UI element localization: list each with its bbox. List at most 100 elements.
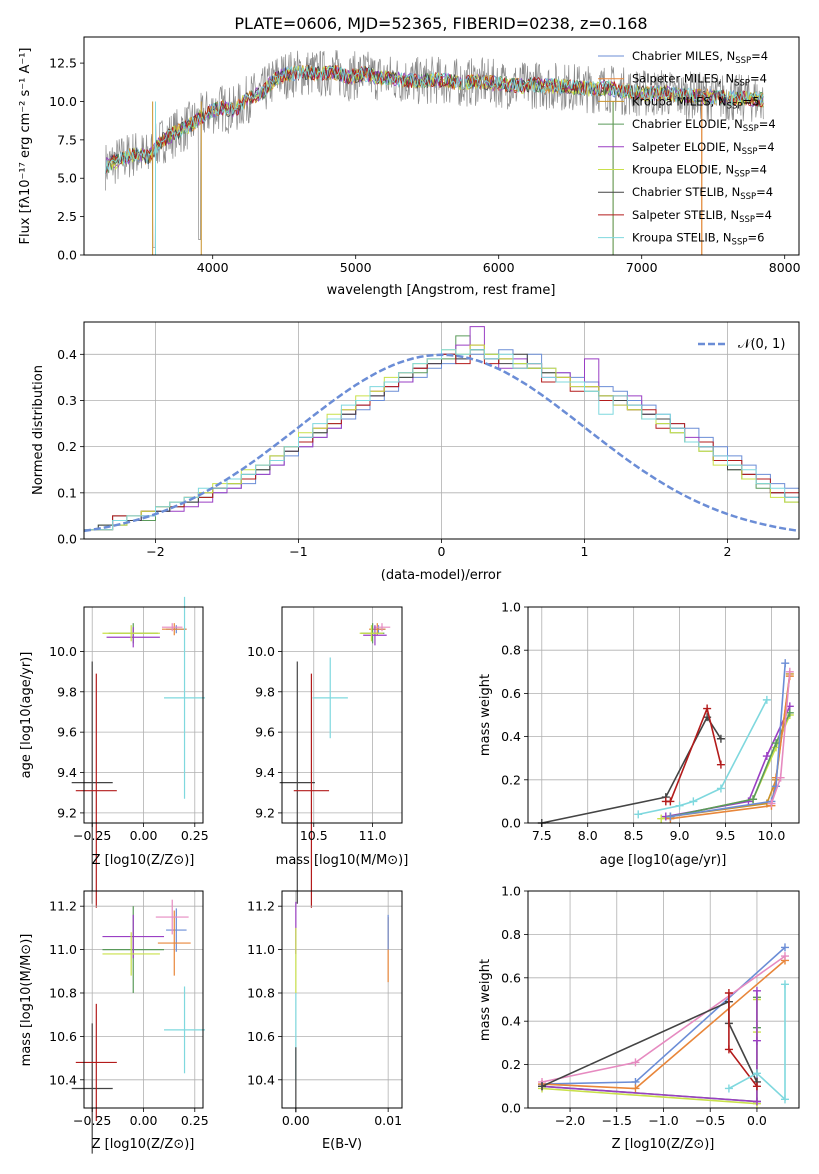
- y-tick-label: 0.0: [57, 248, 77, 263]
- y-tick-label: 10.0: [247, 644, 275, 659]
- y-tick-label: 10.4: [247, 1072, 275, 1087]
- mass-weight-series-line: [541, 715, 722, 824]
- mass-weight-marker: [666, 812, 675, 821]
- histogram-x-axis-label: (data-model)/error: [381, 568, 502, 583]
- legend-entry: Kroupa ELODIE, NSSP=4: [632, 163, 767, 180]
- x-tick-label: −0.5: [695, 1113, 725, 1128]
- mass-weight-marker: [634, 810, 643, 819]
- mass-weight-marker: [716, 734, 725, 743]
- legend-entry: Salpeter ELODIE, NSSP=4: [632, 140, 775, 157]
- legend-entry: Salpeter MILES, NSSP=4: [632, 72, 767, 89]
- y-tick-label: 0.4: [501, 1014, 521, 1029]
- y-tick-label: 0.2: [501, 772, 521, 787]
- y-tick-label: 11.2: [247, 899, 275, 914]
- mass-weight-marker: [752, 986, 761, 995]
- mass-weight-marker: [762, 752, 771, 761]
- mass-weight-marker: [716, 760, 725, 769]
- y-tick-label: 9.4: [57, 765, 77, 780]
- residual-histogram-panel: −2 −1 0 1 2 0.0 0.1 0.2 0.3 0.4 (data-model)/erro…: [31, 321, 800, 583]
- normal-curve-legend-label: 𝒩(0, 1): [738, 337, 785, 352]
- x-tick-label: 5000: [340, 260, 372, 275]
- mass-weight-vs-age-panel: 7.5 8.0 8.5 9.0 9.5 10.0 0.0 0.2 0.4 0.6 0.8 1.0 ag…: [478, 600, 800, 868]
- y-tick-label: 0.3: [57, 393, 77, 408]
- mass-weight-marker: [776, 773, 785, 782]
- mass-weight-series-line: [670, 663, 786, 818]
- p6-x-axis-label: Z [log10(Z/Z⊙)]: [92, 1137, 195, 1152]
- y-tick-label: 0.1: [57, 485, 77, 500]
- x-tick-label: 0.00: [130, 1113, 158, 1128]
- x-tick-label: −1.5: [602, 1113, 632, 1128]
- mass-weight-marker: [780, 1095, 789, 1104]
- mass-weight-marker: [689, 797, 698, 806]
- p3-y-axis-label: age [log10(age/yr)]: [19, 652, 34, 779]
- mass-weight-marker: [724, 988, 733, 997]
- y-tick-label: 1.0: [501, 884, 521, 899]
- y-tick-label: 1.0: [501, 600, 521, 615]
- mass-weight-marker: [749, 795, 758, 804]
- p5-x-axis-label: age [log10(age/yr)]: [600, 853, 727, 868]
- mass-weight-marker: [631, 1084, 640, 1093]
- mass-weight-marker: [724, 1084, 733, 1093]
- p8-y-axis-label: mass weight: [478, 959, 493, 1041]
- x-tick-label: 0.25: [181, 1113, 209, 1128]
- legend-entry: Chabrier STELIB, NSSP=4: [632, 185, 773, 202]
- y-tick-label: 9.6: [57, 725, 77, 740]
- y-tick-label: 0.2: [57, 439, 77, 454]
- y-tick-label: 0.4: [501, 729, 521, 744]
- histogram-y-axis-label: Normed distribution: [31, 365, 46, 495]
- x-tick-label: 9.5: [716, 828, 736, 843]
- mass-weight-marker: [780, 943, 789, 952]
- y-tick-label: 7.5: [57, 132, 77, 147]
- p6-y-axis-label: mass [log10(M/M⊙)]: [19, 934, 34, 1067]
- legend-entry: Kroupa STELIB, NSSP=6: [632, 231, 764, 248]
- x-tick-label: 0: [438, 544, 446, 559]
- mass-weight-marker: [666, 797, 675, 806]
- mass-vs-metallicity-panel: −0.25 0.00 0.25 10.4 10.6 10.8 11.0 11.2 Z [log…: [19, 890, 209, 1154]
- y-tick-label: 12.5: [49, 56, 77, 71]
- spectrum-y-axis-label: Flux [fλ10⁻¹⁷ erg cm⁻² s⁻¹ A⁻¹]: [18, 48, 33, 245]
- spectrum-legend: Chabrier MILES, NSSP=4 Salpeter MILES, NS…: [598, 49, 776, 248]
- chart-title: PLATE=0606, MJD=52365, FIBERID=0238, z=0…: [234, 14, 647, 33]
- y-tick-label: 9.8: [255, 684, 275, 699]
- x-tick-label: 1: [581, 544, 589, 559]
- mass-weight-marker: [752, 1082, 761, 1091]
- y-tick-label: 9.2: [255, 805, 275, 820]
- spectrum-panel: PLATE=0606, MJD=52365, FIBERID=0238, z=0…: [18, 14, 801, 298]
- mass-weight-vs-metallicity-panel: −2.0 −1.5 −1.0 −0.5 0.0 0.0 0.2 0.4 0.6 0.8 1.0 Z …: [478, 884, 800, 1152]
- p5-y-axis-label: mass weight: [478, 674, 493, 756]
- mass-weight-marker: [762, 695, 771, 704]
- mass-weight-marker: [752, 1036, 761, 1045]
- mass-weight-marker: [780, 980, 789, 989]
- mass-weight-marker: [703, 704, 712, 713]
- mass-weight-marker: [781, 659, 790, 668]
- p3-x-axis-label: Z [log10(Z/Z⊙)]: [92, 853, 195, 868]
- y-tick-label: 11.0: [247, 942, 275, 957]
- y-tick-label: 10.0: [49, 644, 77, 659]
- y-tick-label: 10.4: [49, 1072, 77, 1087]
- x-tick-label: 0.25: [181, 828, 209, 843]
- x-tick-label: −1: [289, 544, 307, 559]
- x-tick-label: −2: [146, 544, 164, 559]
- y-tick-label: 0.0: [57, 532, 77, 547]
- y-tick-label: 10.0: [49, 94, 77, 109]
- x-tick-label: 0.01: [374, 1113, 402, 1128]
- y-tick-label: 0.2: [501, 1057, 521, 1072]
- legend-entry: Chabrier ELODIE, NSSP=4: [632, 117, 776, 134]
- y-tick-label: 5.0: [57, 171, 77, 186]
- x-tick-label: 8000: [769, 260, 801, 275]
- y-tick-label: 9.2: [57, 805, 77, 820]
- mass-weight-series-line: [728, 984, 786, 1102]
- y-tick-label: 0.0: [501, 816, 521, 831]
- mass-weight-marker: [767, 799, 776, 808]
- x-tick-label: 11.0: [359, 828, 387, 843]
- x-tick-label: −1.0: [648, 1113, 678, 1128]
- mass-weight-marker: [785, 667, 794, 676]
- mass-weight-marker: [675, 801, 684, 810]
- observed-spectrum-line: [105, 49, 764, 248]
- x-tick-label: 0.00: [130, 828, 158, 843]
- x-tick-label: 0.00: [282, 1113, 310, 1128]
- normal-curve-line: [83, 353, 800, 533]
- p7-x-axis-label: E(B-V): [322, 1137, 362, 1152]
- y-tick-label: 10.8: [247, 985, 275, 1000]
- mass-weight-marker: [752, 1069, 761, 1078]
